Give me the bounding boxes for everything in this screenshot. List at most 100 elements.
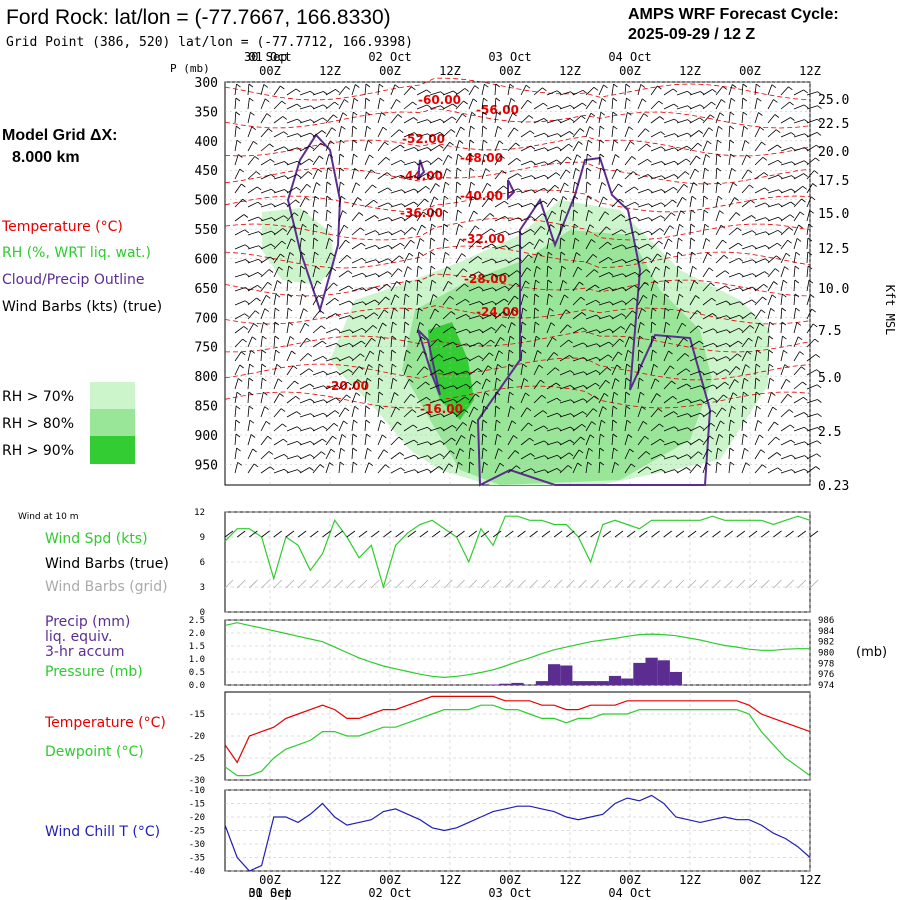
wind-barb [624,364,627,376]
wind-barb-flag [408,252,414,257]
wind-barb [520,437,530,446]
wind-barb [247,377,250,390]
wind-barb [494,364,498,376]
wind-barb-flag [530,453,535,457]
wind-barb [611,392,615,404]
wind-barb-flag [618,183,623,188]
wind-barb-flag [370,169,376,174]
wind-barb-flag [777,229,783,234]
surface-wind-barb [456,530,465,538]
wind-barb [715,462,718,474]
wind-barb [676,251,679,264]
wind-barb [416,266,419,278]
wind-barb-flag [470,125,475,130]
bottom-time-tick: 00Z [619,873,641,887]
wind-barb-flag [309,467,314,471]
wind-barb-flag [544,455,549,459]
wind-barb-flag [724,381,729,386]
wind-barb [585,126,590,138]
wind-barb-flag [816,369,821,374]
wind-barb [689,155,697,166]
legend-wind: Wind Barbs (kts) (true) [2,299,162,315]
top-date-label: 04 Oct [608,50,651,64]
wind-barb [559,251,562,264]
wind-barb-flag [765,217,770,221]
wind-barb [624,420,628,432]
wind-barb [442,266,448,278]
wind-barb [325,127,333,138]
wind-barb-flag [752,245,757,249]
wind-barb-flag [352,461,358,466]
wind-barb [637,282,646,292]
surface-wind-barb [517,530,526,538]
wind-barb [312,438,323,446]
wind-barb-flag [603,392,609,397]
wind-barb-flag [518,231,523,235]
wind-barb [468,420,473,432]
wind-barb [390,281,397,292]
top-date-label: 02 Oct [368,50,411,64]
wind-barb [273,280,278,292]
wind-barb [715,356,727,362]
wind-barb [806,294,811,306]
wind-barb-flag [627,349,633,354]
wind-barb-flag [607,241,612,246]
wind-barb [312,325,322,334]
wind-barb [468,406,475,418]
wind-barb-flag [596,356,601,361]
wind-barb-flag [595,370,601,374]
wind-barb-flag [426,89,431,94]
wind-barb [533,239,540,250]
wind-barb-flag [577,462,582,467]
wind-barb-flag [283,146,289,151]
wind-barb-flag [297,469,302,473]
wind-barb [767,129,777,138]
wind-barb [793,119,805,124]
wind-barb-flag [526,407,532,412]
wind-barb-flag [732,182,738,187]
wind-barb-flag [461,435,466,439]
wind-barb-flag [813,170,819,174]
wind-barb [377,141,385,152]
wind-barb-flag [738,242,743,247]
wind-barb [494,97,497,110]
wind-barb [234,229,245,236]
wind-barb [494,112,497,124]
wind-barb-flag [658,240,663,245]
wind-barb-flag [686,383,692,388]
wind-barb-flag [482,419,488,424]
wind-barb-flag [660,131,665,136]
wind-barb-flag [333,422,339,427]
wind-barb [533,395,543,404]
wind-barb-flag [501,170,507,174]
wind-barb-flag [804,119,809,123]
wind-barb [247,336,253,348]
windbarb-true-label: Wind Barbs (true) [45,556,169,572]
wind-barb-flag [258,216,263,221]
chill-tick-label: -10 [189,786,205,796]
wind-barb-flag [640,321,645,326]
wind-barb-flag [383,449,389,454]
wind-barb [520,294,525,306]
wind-barb [728,406,732,418]
wind-barb [585,356,597,362]
wind-barb-flag [671,380,676,385]
wind-barb [793,252,797,264]
surface-wind-barb [297,530,307,538]
wind-barb-flag [469,153,475,158]
wind-barb-flag [550,322,556,327]
wind-barb-flag [387,258,393,263]
wind-barb [702,140,708,152]
wind-barb [624,350,629,362]
wind-barb [546,427,558,432]
wind-barb [429,266,432,278]
wind-barb-flag [759,322,764,327]
wind-barb-flag [601,98,607,102]
wind-barb-flag [690,209,696,214]
wind-barb [754,377,757,390]
wind-barb-flag [360,353,365,358]
wind-barb [533,118,545,124]
wind-barb [273,189,285,194]
wind-barb-flag [427,441,432,446]
